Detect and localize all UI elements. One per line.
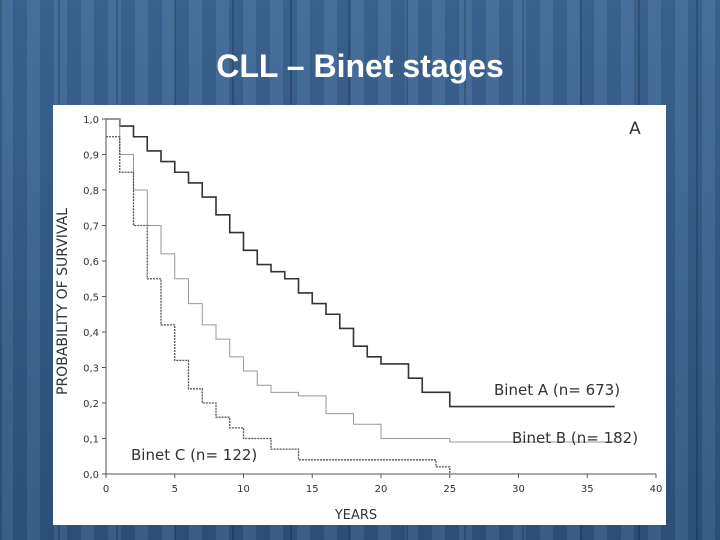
- x-tick-label: 10: [237, 484, 250, 495]
- y-ticks: 0,0 0,1 0,2 0,3 0,4 0,5 0,6 0,7 0,8 0,9 1,0: [83, 115, 106, 481]
- x-ticks: 0 5 10 15 20 25 30 35 40: [103, 474, 663, 495]
- panel-label: A: [629, 119, 641, 139]
- y-tick-label: 1,0: [83, 115, 99, 126]
- y-tick-label: 0,4: [83, 328, 99, 339]
- x-axis-label: YEARS: [334, 508, 377, 523]
- x-tick-label: 40: [650, 484, 663, 495]
- survival-chart: 0,0 0,1 0,2 0,3 0,4 0,5 0,6 0,7 0,8 0,9 1,0 0 5 10 15…: [53, 105, 666, 525]
- x-tick-label: 15: [306, 484, 319, 495]
- survival-curve-binet-c: [106, 136, 451, 474]
- survival-curve-binet-a: [106, 118, 615, 408]
- series-label-binet-a: Binet A (n= 673): [494, 381, 620, 399]
- x-tick-label: 25: [443, 484, 456, 495]
- survival-chart-svg: 0,0 0,1 0,2 0,3 0,4 0,5 0,6 0,7 0,8 0,9 1,0 0 5 10 15…: [55, 115, 663, 523]
- x-tick-label: 0: [103, 484, 109, 495]
- series-group: [106, 118, 615, 474]
- x-tick-label: 5: [172, 484, 178, 495]
- slide-title: CLL – Binet stages: [216, 48, 504, 84]
- series-label-binet-c: Binet C (n= 122): [131, 446, 257, 464]
- x-tick-label: 35: [581, 484, 594, 495]
- x-tick-label: 30: [512, 484, 525, 495]
- y-tick-label: 0,2: [83, 399, 99, 410]
- y-axis-label: PROBABILITY OF SURVIVAL: [55, 208, 71, 395]
- y-tick-label: 0,5: [83, 293, 99, 304]
- y-tick-label: 0,0: [83, 470, 99, 481]
- y-tick-label: 0,8: [83, 186, 99, 197]
- series-label-binet-b: Binet B (n= 182): [512, 429, 638, 447]
- x-tick-label: 20: [375, 484, 388, 495]
- y-tick-label: 0,6: [83, 257, 99, 268]
- y-tick-label: 0,1: [83, 435, 99, 446]
- y-tick-label: 0,3: [83, 364, 99, 375]
- y-tick-label: 0,9: [83, 151, 99, 162]
- y-tick-label: 0,7: [83, 222, 99, 233]
